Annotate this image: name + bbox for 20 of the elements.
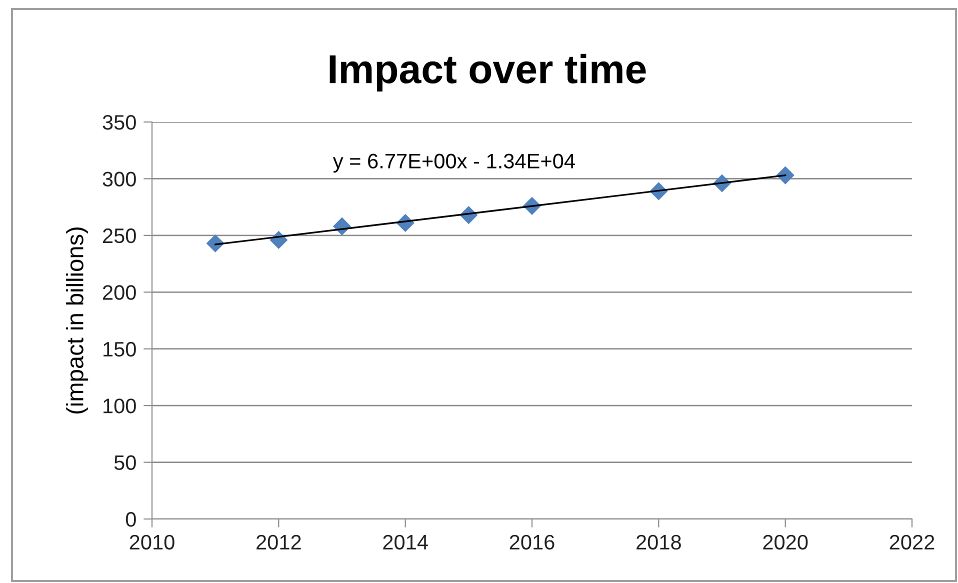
y-tick-label: 100 xyxy=(104,398,136,414)
x-tick-label: 2012 xyxy=(256,534,301,550)
x-tick-label: 2020 xyxy=(763,534,808,550)
y-tick-label: 0 xyxy=(126,512,136,527)
point xyxy=(206,234,224,252)
y-tick-label: 250 xyxy=(103,228,136,244)
y-tick-label: 200 xyxy=(103,285,136,300)
y-tick-label: 350 xyxy=(102,115,136,130)
y-axis-title: (impact in billions) xyxy=(66,227,88,414)
y-tick-label: 150 xyxy=(104,342,136,357)
chart-title: Impact over time xyxy=(330,54,646,92)
x-tick-label: 2016 xyxy=(510,534,554,550)
y-tick-label: 50 xyxy=(114,455,136,470)
x-tick-label: 2018 xyxy=(636,534,681,550)
x-tick-label: 2014 xyxy=(383,534,428,550)
point xyxy=(776,166,794,184)
x-tick-label: 2022 xyxy=(890,534,934,550)
annotation: y = 6.77E+00x - 1.34E+04 xyxy=(332,154,575,173)
y-tick-label: 300 xyxy=(102,172,136,186)
x-tick-label: 2010 xyxy=(130,534,174,550)
